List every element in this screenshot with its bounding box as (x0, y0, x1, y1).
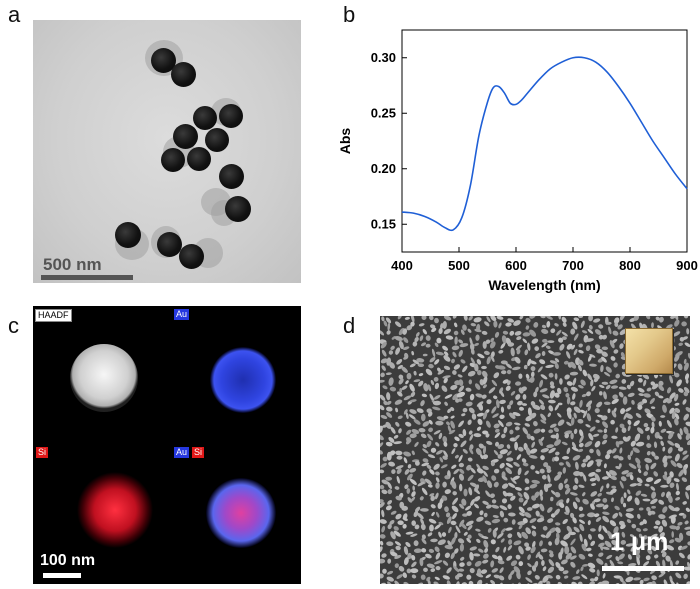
x-axis-label: Wavelength (nm) (488, 277, 600, 293)
si-map-particle (77, 472, 153, 548)
sample-photo-inset (625, 328, 673, 374)
eds-scale-bar (43, 573, 81, 578)
au-tag: Au (174, 309, 190, 320)
si-tag: Si (36, 447, 49, 458)
tem-scale-bar (41, 275, 133, 280)
sem-scale-bar (602, 566, 684, 571)
y-tick-label: 0.30 (371, 50, 396, 65)
x-tick-label: 500 (448, 258, 470, 273)
tem-image: 500 nm (33, 20, 301, 283)
panel-label-a: a (8, 2, 21, 27)
y-tick-label: 0.15 (371, 216, 396, 231)
overlay-si-tag: Si (192, 447, 205, 458)
eds-mapping: HAADF Au Si Au Si 100 nm (33, 306, 301, 584)
plot-frame (401, 29, 688, 253)
x-tick-label: 400 (391, 258, 413, 273)
overlay-au-tag: Au (174, 447, 190, 458)
y-tick-label: 0.20 (371, 161, 396, 176)
sem-image: 1 μm (380, 316, 690, 584)
absorbance-line (401, 56, 688, 232)
y-tick-label: 0.25 (371, 105, 396, 120)
haadf-tag: HAADF (35, 309, 72, 322)
overlay-map-particle (206, 478, 276, 548)
sem-scale-label: 1 μm (610, 528, 669, 556)
x-tick-label: 600 (505, 258, 527, 273)
panel-label-c: c (8, 313, 19, 338)
haadf-particle (70, 344, 138, 412)
panel-label-b: b (343, 2, 356, 27)
y-axis-label: Abs (337, 128, 353, 155)
au-map-particle (210, 347, 276, 413)
eds-scale-label: 100 nm (40, 552, 96, 569)
x-tick-label: 900 (676, 258, 698, 273)
x-tick-label: 800 (619, 258, 641, 273)
tem-scale-label: 500 nm (43, 255, 102, 274)
absorbance-chart: 400 500 600 700 800 900 0.15 0.20 0.25 0.30 Wavel… (337, 29, 698, 293)
x-tick-label: 700 (562, 258, 584, 273)
panel-label-d: d (343, 313, 356, 338)
